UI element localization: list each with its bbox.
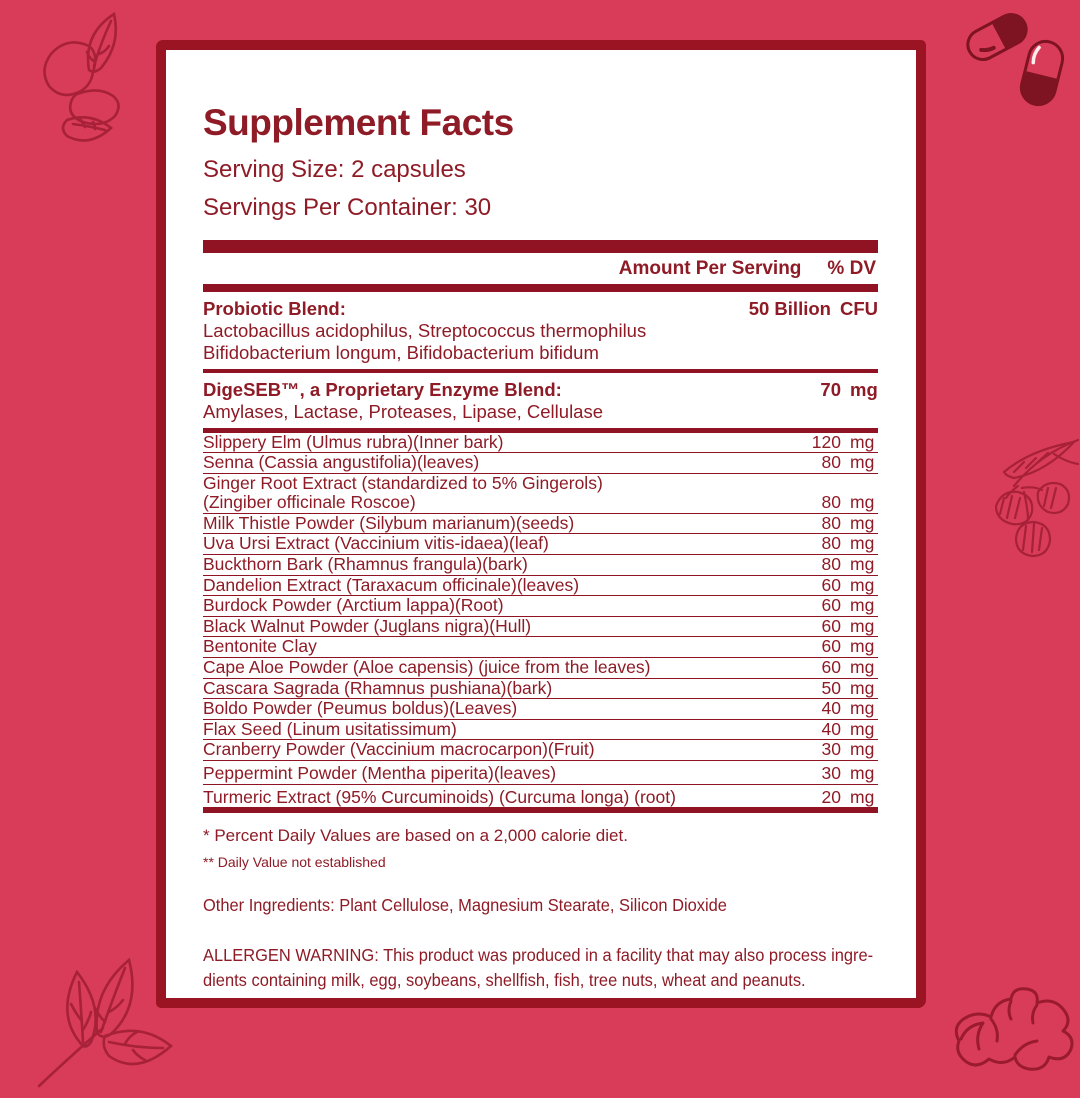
ginger-root-icon xyxy=(954,987,1074,1071)
blend-amount-unit: CFU xyxy=(839,298,878,319)
allergen-warning-line: dients containing milk, egg, soybeans, s… xyxy=(203,970,806,991)
ingredient-amount: 40 mg xyxy=(821,718,875,739)
ingredient-amount: 80 mg xyxy=(821,492,875,513)
leaves-icon xyxy=(37,957,174,1088)
ingredient-amount: 80 mg xyxy=(821,533,875,554)
allergen-warning: ALLERGEN WARNING: This product was produ… xyxy=(203,943,878,993)
ingredient-name: Milk Thistle Powder (Silybum marianum)(s… xyxy=(203,512,575,533)
ingredient-row: Cape Aloe Powder (Aloe capensis) (juice … xyxy=(203,657,878,679)
allergen-warning-line: ALLERGEN WARNING: This product was produ… xyxy=(203,945,874,966)
ingredient-row: Black Walnut Powder (Juglans nigra)(Hull… xyxy=(203,615,878,638)
ingredient-name: Black Walnut Powder (Juglans nigra)(Hull… xyxy=(203,615,532,636)
percent-dv-header: % DV xyxy=(827,258,876,279)
dv-not-established-footnote: ** Daily Value not established xyxy=(203,854,386,871)
daily-values-footnote: * Percent Daily Values are based on a 2,… xyxy=(203,826,628,846)
ingredient-name: Cranberry Powder (Vaccinium macrocarpon)… xyxy=(203,739,595,760)
ingredient-name: Bentonite Clay xyxy=(203,636,317,657)
supplement-facts-panel: Supplement Facts Serving Size: 2 capsule… xyxy=(156,40,926,1008)
ingredient-name: Flax Seed (Linum usitatissimum) xyxy=(203,718,457,739)
panel-content: Supplement Facts Serving Size: 2 capsule… xyxy=(203,50,878,993)
olive-branch-icon xyxy=(994,438,1080,558)
ingredient-row: Bentonite Clay 60 mg xyxy=(203,636,878,659)
ingredient-amount: 50 mg xyxy=(821,677,875,698)
ingredient-name: Turmeric Extract (95% Curcuminoids) (Cur… xyxy=(203,786,676,807)
enzyme-blend-section: DigeSEB™, a Proprietary Enzyme Blend: 70… xyxy=(203,373,878,423)
blend-amount: 70 mg xyxy=(783,379,878,401)
probiotic-blend-section: Probiotic Blend: 50 Billion CFU Lactobac… xyxy=(203,292,878,363)
medium-divider xyxy=(203,369,878,373)
ingredient-amount: 40 mg xyxy=(821,698,875,719)
ingredient-row: Peppermint Powder (Mentha piperita)(leav… xyxy=(203,761,878,785)
column-header-row: Amount Per Serving % DV xyxy=(203,253,878,284)
rosehip-berries-icon xyxy=(43,11,120,142)
ingredient-amount: 80 mg xyxy=(821,512,875,533)
ingredient-name: Uva Ursi Extract (Vaccinium vitis-idaea)… xyxy=(203,533,549,554)
ingredient-row: Dandelion Extract (Taraxacum officinale)… xyxy=(203,574,878,597)
thick-divider-header xyxy=(203,284,878,292)
ingredient-name: Senna (Cassia angustifolia)(leaves) xyxy=(203,452,480,473)
thick-divider-bottom xyxy=(203,807,878,814)
ingredient-name: Dandelion Extract (Taraxacum officinale)… xyxy=(203,574,580,595)
amount-per-serving-header: Amount Per Serving xyxy=(618,258,802,279)
ingredient-row: Turmeric Extract (95% Curcuminoids) (Cur… xyxy=(203,785,878,808)
blend-row: Probiotic Blend: 50 Billion CFU xyxy=(203,298,878,320)
capsules-icon xyxy=(966,12,1065,107)
ingredient-row: Burdock Powder (Arctium lappa)(Root) 60 m… xyxy=(203,596,878,617)
ingredient-amount: 80 mg xyxy=(821,452,875,473)
blend-row: DigeSEB™, a Proprietary Enzyme Blend: 70… xyxy=(203,379,878,401)
ingredient-row: Milk Thistle Powder (Silybum marianum)(s… xyxy=(203,512,878,535)
other-ingredients: Other Ingredients: Plant Cellulose, Magn… xyxy=(203,895,727,916)
ingredient-amount: 60 mg xyxy=(821,574,875,595)
ingredient-row: Buckthorn Bark (Rhamnus frangula)(bark) … xyxy=(203,554,878,576)
ingredient-amount: 30 mg xyxy=(821,739,875,760)
ingredient-name: Slippery Elm (Ulmus rubra)(Inner bark) xyxy=(203,431,504,452)
ingredient-amount: 20 mg xyxy=(821,786,875,807)
blend-amount-unit: mg xyxy=(850,379,878,400)
serving-size: Serving Size: 2 capsules xyxy=(203,156,466,183)
ingredient-name: Cape Aloe Powder (Aloe capensis) (juice … xyxy=(203,657,651,678)
blend-detail-line: Lactobacillus acidophilus, Streptococcus… xyxy=(203,320,647,341)
servings-per-container: Servings Per Container: 30 xyxy=(203,194,492,221)
ingredient-name: Cascara Sagrada (Rhamnus pushiana)(bark) xyxy=(203,677,553,698)
ingredient-row: Cranberry Powder (Vaccinium macrocarpon)… xyxy=(203,740,878,761)
ingredient-amount: 30 mg xyxy=(821,763,875,783)
blend-name: DigeSEB™, a Proprietary Enzyme Blend: xyxy=(203,379,562,400)
blend-detail-line: Amylases, Lactase, Proteases, Lipase, Ce… xyxy=(203,401,604,422)
ingredient-row: Senna (Cassia angustifolia)(leaves) 80 mg xyxy=(203,452,878,474)
ingredient-amount: 60 mg xyxy=(821,615,875,636)
ingredient-name: Boldo Powder (Peumus boldus)(Leaves) xyxy=(203,698,518,719)
blend-name: Probiotic Blend: xyxy=(203,298,346,319)
blend-amount: 50 Billion CFU xyxy=(749,298,878,320)
page-title: Supplement Facts xyxy=(203,102,514,143)
ingredient-row: Flax Seed (Linum usitatissimum) 40 mg xyxy=(203,718,878,741)
ingredient-amount: 120 mg xyxy=(811,431,875,452)
ingredient-name: Peppermint Powder (Mentha piperita)(leav… xyxy=(203,763,557,783)
ingredient-name: Burdock Powder (Arctium lappa)(Root) xyxy=(203,595,504,616)
ingredient-name: Buckthorn Bark (Rhamnus frangula)(bark) xyxy=(203,554,528,575)
ingredient-amount: 60 mg xyxy=(821,595,875,616)
ingredients-table: Slippery Elm (Ulmus rubra)(Inner bark) 1… xyxy=(203,431,878,808)
medium-divider xyxy=(203,427,878,433)
blend-detail-line: Bifidobacterium longum, Bifidobacterium … xyxy=(203,341,599,363)
ingredient-amount: 60 mg xyxy=(821,636,875,657)
thick-divider-top xyxy=(203,240,878,253)
ingredient-row: Cascara Sagrada (Rhamnus pushiana)(bark)… xyxy=(203,677,878,700)
ingredient-row: Uva Ursi Extract (Vaccinium vitis-idaea)… xyxy=(203,533,878,556)
ingredient-amount: 60 mg xyxy=(821,657,875,678)
ingredient-row: Slippery Elm (Ulmus rubra)(Inner bark) 1… xyxy=(203,431,878,454)
blend-amount-value: 50 Billion xyxy=(748,298,831,319)
ingredient-amount: 80 mg xyxy=(821,554,875,575)
ingredient-row: Ginger Root Extract (standardized to 5% … xyxy=(203,472,878,514)
ingredient-row: Boldo Powder (Peumus boldus)(Leaves) 40 m… xyxy=(203,699,878,720)
ingredient-name: Ginger Root Extract (standardized to 5% … xyxy=(203,472,603,513)
blend-amount-value: 70 xyxy=(820,379,841,400)
